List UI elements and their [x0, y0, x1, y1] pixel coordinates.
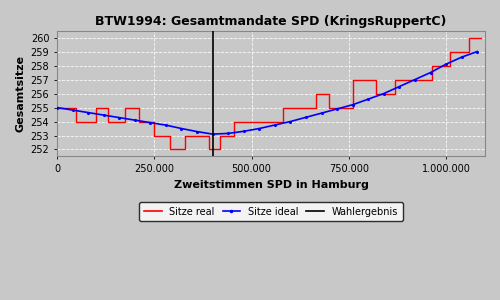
- Sitze ideal: [178, 127, 184, 130]
- Sitze real: [218, 148, 224, 151]
- Sitze real: [326, 106, 332, 109]
- Sitze ideal: [54, 106, 60, 109]
- Sitze real: [122, 120, 128, 123]
- Sitze real: [312, 106, 318, 109]
- Sitze real: [260, 120, 266, 123]
- Sitze ideal: [225, 132, 231, 135]
- Legend: Sitze real, Sitze ideal, Wahlergebnis: Sitze real, Sitze ideal, Wahlergebnis: [140, 202, 402, 221]
- Sitze ideal: [240, 130, 246, 133]
- Sitze ideal: [318, 111, 324, 115]
- Line: Sitze real: Sitze real: [57, 38, 481, 149]
- Sitze real: [478, 36, 484, 39]
- Sitze real: [167, 134, 173, 137]
- Sitze real: [151, 134, 157, 137]
- Sitze real: [301, 106, 307, 109]
- Sitze real: [231, 120, 237, 123]
- Sitze real: [392, 92, 398, 95]
- Sitze real: [280, 120, 285, 123]
- Sitze real: [373, 92, 379, 95]
- Line: Sitze ideal: Sitze ideal: [55, 50, 479, 136]
- Sitze ideal: [381, 92, 387, 95]
- Sitze ideal: [288, 120, 294, 123]
- Sitze real: [430, 64, 436, 67]
- Sitze ideal: [256, 127, 262, 130]
- Sitze real: [430, 78, 436, 81]
- X-axis label: Zweitstimmen SPD in Hamburg: Zweitstimmen SPD in Hamburg: [174, 180, 368, 190]
- Sitze real: [151, 120, 157, 123]
- Sitze ideal: [303, 116, 309, 119]
- Sitze real: [136, 120, 141, 123]
- Sitze ideal: [428, 71, 434, 74]
- Sitze real: [93, 120, 99, 123]
- Sitze real: [338, 106, 344, 109]
- Sitze real: [182, 148, 188, 151]
- Sitze ideal: [100, 113, 106, 117]
- Sitze ideal: [272, 123, 278, 127]
- Sitze real: [122, 106, 128, 109]
- Sitze real: [301, 106, 307, 109]
- Sitze real: [136, 106, 141, 109]
- Sitze real: [206, 134, 212, 137]
- Sitze ideal: [458, 55, 464, 59]
- Sitze real: [54, 106, 60, 109]
- Sitze real: [231, 134, 237, 137]
- Sitze real: [74, 120, 80, 123]
- Sitze ideal: [474, 50, 480, 53]
- Sitze real: [104, 106, 110, 109]
- Sitze ideal: [163, 123, 169, 127]
- Sitze ideal: [148, 121, 154, 124]
- Sitze real: [350, 78, 356, 81]
- Sitze real: [182, 134, 188, 137]
- Sitze real: [312, 92, 318, 95]
- Sitze ideal: [85, 111, 91, 114]
- Sitze real: [260, 120, 266, 123]
- Sitze real: [74, 106, 80, 109]
- Title: BTW1994: Gesamtmandate SPD (KringsRuppertC): BTW1994: Gesamtmandate SPD (KringsRupper…: [96, 15, 446, 28]
- Sitze real: [447, 50, 453, 53]
- Sitze real: [167, 148, 173, 151]
- Sitze real: [218, 134, 224, 137]
- Sitze real: [350, 106, 356, 109]
- Sitze ideal: [412, 78, 418, 81]
- Y-axis label: Gesamtsitze: Gesamtsitze: [15, 55, 25, 132]
- Sitze ideal: [194, 130, 200, 134]
- Sitze real: [326, 92, 332, 95]
- Sitze real: [408, 78, 414, 81]
- Sitze ideal: [334, 107, 340, 111]
- Sitze real: [206, 148, 212, 151]
- Sitze real: [104, 120, 110, 123]
- Sitze real: [466, 36, 472, 39]
- Sitze ideal: [132, 118, 138, 122]
- Sitze ideal: [210, 132, 216, 136]
- Sitze ideal: [70, 108, 75, 112]
- Sitze ideal: [116, 116, 122, 119]
- Sitze real: [408, 78, 414, 81]
- Sitze ideal: [350, 103, 356, 106]
- Sitze ideal: [366, 97, 372, 101]
- Sitze ideal: [396, 85, 402, 88]
- Sitze real: [373, 78, 379, 81]
- Sitze real: [447, 64, 453, 67]
- Sitze real: [466, 50, 472, 53]
- Sitze ideal: [443, 62, 449, 66]
- Sitze real: [93, 106, 99, 109]
- Sitze real: [392, 78, 398, 81]
- Sitze real: [280, 106, 285, 109]
- Sitze real: [338, 106, 344, 109]
